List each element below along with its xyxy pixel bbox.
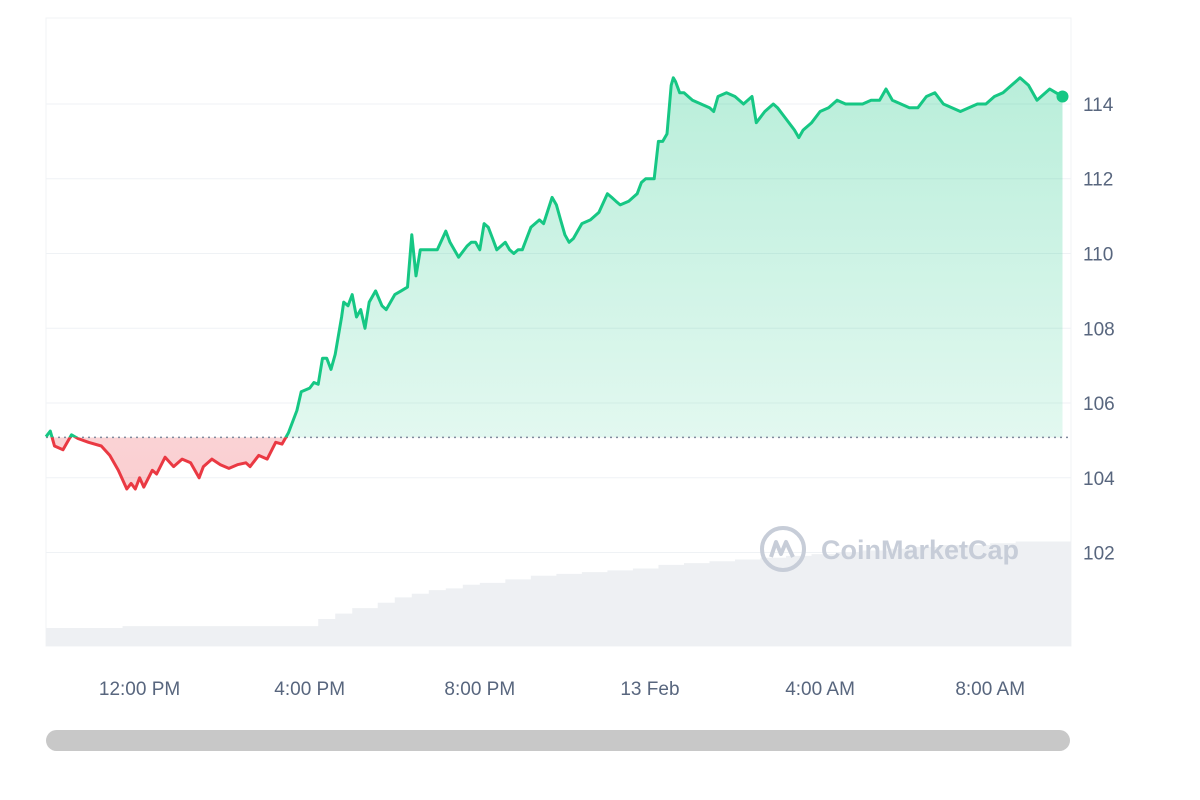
- time-range-scrollbar[interactable]: [46, 730, 1070, 751]
- y-tick-label: 114: [1083, 95, 1114, 116]
- last-price-dot[interactable]: [1056, 90, 1069, 103]
- price-line: [44, 76, 1064, 491]
- x-tick-label: 8:00 PM: [444, 679, 515, 700]
- y-tick-label: 112: [1083, 170, 1113, 191]
- x-tick-label: 4:00 PM: [274, 679, 345, 700]
- price-area-down: [52, 437, 286, 489]
- volume-bars: [46, 541, 1071, 646]
- price-area: [46, 77, 1063, 489]
- y-tick-label: 110: [1083, 245, 1113, 266]
- x-tick-label: 4:00 AM: [785, 679, 855, 700]
- x-tick-label: 12:00 PM: [99, 679, 180, 700]
- price-line-down: [46, 437, 288, 491]
- price-area-up: [46, 77, 1063, 438]
- y-axis: 102 104 106 108 110 112 114: [1083, 95, 1115, 565]
- y-tick-label: 102: [1083, 544, 1115, 565]
- x-tick-label: 13 Feb: [620, 679, 679, 700]
- y-tick-label: 106: [1083, 394, 1115, 415]
- watermark-text: CoinMarketCap: [821, 535, 1019, 565]
- price-line-up: [44, 76, 1064, 438]
- volume-area: [46, 541, 1071, 646]
- y-tick-label: 104: [1083, 469, 1115, 490]
- x-tick-label: 8:00 AM: [955, 679, 1025, 700]
- coinmarketcap-logo-icon: [760, 526, 806, 572]
- watermark: CoinMarketCap: [760, 526, 1019, 572]
- y-tick-label: 108: [1083, 319, 1115, 340]
- x-axis: 12:00 PM 4:00 PM 8:00 PM 13 Feb 4:00 AM 8:00 …: [99, 679, 1025, 700]
